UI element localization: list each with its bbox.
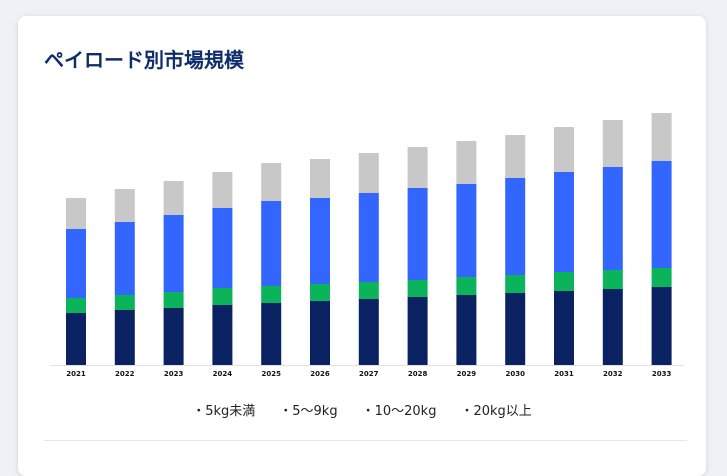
divider xyxy=(44,440,687,441)
bar-segment-2021-series-0 xyxy=(66,313,86,365)
bar-segment-2033-series-0 xyxy=(651,287,672,365)
bar-segment-2024-series-2 xyxy=(212,208,233,288)
bar-segment-2030-series-0 xyxy=(505,293,526,365)
bar-segment-2026-series-2 xyxy=(310,198,330,284)
legend: ・5kg未満 ・5〜9kg ・10〜20kg ・20kg以上 xyxy=(18,400,706,419)
x-tick-label-2023: 2023 xyxy=(164,370,184,378)
bar-segment-2028-series-3 xyxy=(407,147,428,188)
x-tick-label-2029: 2029 xyxy=(457,370,477,378)
chart-card: ペイロード別市場規模 2021 2022 2023 2024 2025 2026 2027 2… xyxy=(18,16,706,476)
bar-segment-2021-series-3 xyxy=(66,198,86,229)
bar-segment-2026-series-3 xyxy=(310,159,330,198)
bar-segment-2031-series-2 xyxy=(554,172,574,272)
bar-segment-2027-series-2 xyxy=(358,193,379,282)
chart-title: ペイロード別市場規模 xyxy=(44,48,244,72)
x-tick-label-2024: 2024 xyxy=(213,370,233,378)
x-tick-label-2025: 2025 xyxy=(261,370,281,378)
bar-segment-2023-series-0 xyxy=(163,308,184,365)
x-tick-label-2028: 2028 xyxy=(408,370,428,378)
legend-item-10-20kg: ・10〜20kg xyxy=(361,404,437,419)
bar-segment-2024-series-3 xyxy=(212,172,233,208)
bar-segment-2029-series-1 xyxy=(456,277,477,295)
bar-segment-2030-series-3 xyxy=(505,135,526,178)
stacked-bar-chart: 2021 2022 2023 2024 2025 2026 2027 2028 2029 2030… xyxy=(50,113,684,378)
bar-segment-2029-series-0 xyxy=(456,295,477,365)
bar-segment-2025-series-1 xyxy=(261,286,282,303)
legend-item-5-9kg: ・5〜9kg xyxy=(279,404,338,419)
bar-segment-2025-series-2 xyxy=(261,201,282,286)
bar-segment-2031-series-1 xyxy=(554,272,574,291)
bar-segment-2021-series-1 xyxy=(66,298,86,313)
bar-segment-2033-series-1 xyxy=(651,268,672,287)
bar-segment-2021-series-2 xyxy=(66,229,86,298)
x-tick-label-2021: 2021 xyxy=(66,370,86,378)
bar-segment-2031-series-3 xyxy=(554,127,574,172)
bar-segment-2027-series-0 xyxy=(358,299,379,365)
bar-segment-2028-series-0 xyxy=(407,297,428,365)
legend-item-over-20kg: ・20kg以上 xyxy=(460,404,532,419)
bar-segment-2022-series-3 xyxy=(114,189,135,222)
bar-segment-2033-series-2 xyxy=(651,161,672,268)
x-tick-label-2022: 2022 xyxy=(115,370,135,378)
bar-segment-2026-series-0 xyxy=(310,301,330,365)
bar-segment-2031-series-0 xyxy=(554,291,574,365)
bar-segment-2032-series-0 xyxy=(602,289,623,365)
bar-segment-2029-series-2 xyxy=(456,184,477,277)
bar-segment-2030-series-2 xyxy=(505,178,526,275)
bar-segment-2030-series-1 xyxy=(505,275,526,293)
bar-segment-2023-series-1 xyxy=(163,292,184,308)
bar-segment-2028-series-1 xyxy=(407,280,428,297)
x-tick-label-2026: 2026 xyxy=(310,370,330,378)
legend-item-under-5kg: ・5kg未満 xyxy=(192,404,256,419)
bar-segment-2032-series-2 xyxy=(602,167,623,270)
bar-segment-2024-series-1 xyxy=(212,288,233,305)
bar-segment-2022-series-0 xyxy=(114,310,135,365)
x-tick-label-2033: 2033 xyxy=(652,370,672,378)
x-tick-label-2031: 2031 xyxy=(554,370,574,378)
bar-segment-2024-series-0 xyxy=(212,305,233,365)
x-tick-label-2030: 2030 xyxy=(505,370,525,378)
bar-segment-2032-series-3 xyxy=(602,120,623,167)
bar-segment-2023-series-3 xyxy=(163,181,184,215)
bar-segment-2028-series-2 xyxy=(407,188,428,280)
bar-segment-2032-series-1 xyxy=(602,270,623,289)
bar-segment-2025-series-3 xyxy=(261,163,282,201)
bar-segment-2033-series-3 xyxy=(651,113,672,161)
bar-segment-2022-series-1 xyxy=(114,295,135,310)
bar-segment-2023-series-2 xyxy=(163,215,184,292)
bar-segment-2026-series-1 xyxy=(310,284,330,301)
x-tick-label-2027: 2027 xyxy=(359,370,379,378)
bar-segment-2025-series-0 xyxy=(261,303,282,365)
bar-segment-2022-series-2 xyxy=(114,222,135,295)
bar-segment-2029-series-3 xyxy=(456,141,477,184)
bar-segment-2027-series-3 xyxy=(358,153,379,193)
bar-segment-2027-series-1 xyxy=(358,282,379,299)
x-tick-label-2032: 2032 xyxy=(603,370,623,378)
